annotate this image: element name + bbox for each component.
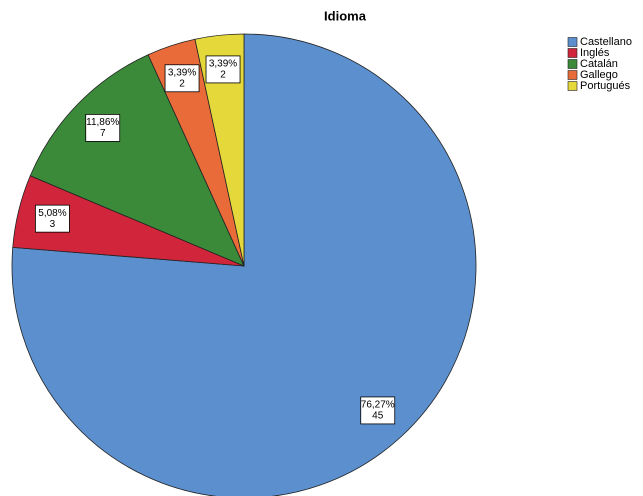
legend-label: Portugués [580, 80, 631, 92]
chart-title: Idioma [324, 8, 367, 23]
data-label: 3,39%2 [164, 64, 200, 93]
legend-swatch [567, 81, 578, 91]
label-box [360, 396, 396, 425]
pie-slice [194, 33, 245, 267]
percent-label: 11,86% [86, 117, 119, 128]
legend-label: Catalán [580, 58, 618, 70]
legend-label: Castellano [580, 36, 632, 48]
data-label: 11,86%7 [85, 114, 121, 142]
count-label: 45 [372, 411, 384, 422]
count-label: 7 [100, 128, 106, 139]
legend-swatch [567, 48, 578, 58]
count-label: 2 [179, 78, 185, 89]
percent-label: 3,39% [209, 59, 237, 70]
percent-label: 5,08% [38, 208, 66, 219]
label-box [35, 204, 70, 233]
legend-swatch [567, 37, 578, 47]
legend-swatch [567, 59, 578, 69]
label-box [205, 55, 241, 84]
label-box [164, 64, 200, 93]
legend-label: Inglés [580, 47, 610, 59]
count-label: 2 [220, 70, 226, 81]
count-label: 3 [50, 219, 56, 230]
percent-label: 3,39% [168, 67, 196, 78]
legend-swatch [567, 70, 578, 80]
pie-slice [29, 54, 245, 267]
data-label: 5,08%3 [35, 204, 70, 233]
label-box [85, 114, 121, 142]
legend-label: Gallego [580, 69, 618, 81]
data-label: 3,39%2 [205, 55, 241, 84]
percent-label: 76,27% [361, 400, 395, 411]
data-label: 76,27%45 [360, 396, 396, 425]
